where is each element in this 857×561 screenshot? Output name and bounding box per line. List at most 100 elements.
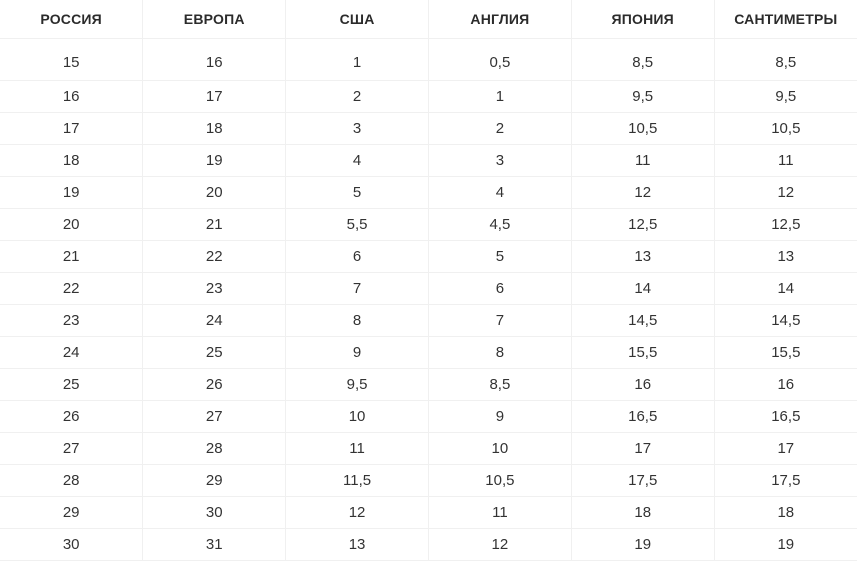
table-cell: 12,5 (714, 208, 857, 241)
table-cell: 3 (285, 112, 429, 145)
column-header-centimeters: САНТИМЕТРЫ (714, 0, 857, 39)
table-cell: 30 (0, 528, 144, 561)
table-row: 15 16 1 0,5 8,5 8,5 (0, 38, 857, 81)
table-cell: 12 (571, 176, 715, 209)
table-cell: 11 (714, 144, 857, 177)
table-cell: 25 (0, 368, 144, 401)
table-cell: 16 (142, 38, 287, 81)
table-row: 18 19 4 3 11 11 (0, 144, 857, 177)
table-cell: 26 (0, 400, 144, 433)
table-cell: 5,5 (285, 208, 429, 241)
table-cell: 18 (0, 144, 144, 177)
table-cell: 13 (714, 240, 857, 273)
table-cell: 12 (714, 176, 857, 209)
table-cell: 29 (142, 464, 287, 497)
table-cell: 6 (428, 272, 572, 305)
table-cell: 16,5 (571, 400, 715, 433)
table-row: 20 21 5,5 4,5 12,5 12,5 (0, 208, 857, 241)
table-cell: 12 (428, 528, 572, 561)
column-header-japan: ЯПОНИЯ (571, 0, 715, 39)
table-cell: 4 (285, 144, 429, 177)
table-header-row: РОССИЯ ЕВРОПА США АНГЛИЯ ЯПОНИЯ САНТИМЕТ… (0, 0, 857, 39)
table-cell: 4,5 (428, 208, 572, 241)
table-cell: 21 (142, 208, 287, 241)
table-cell: 9,5 (571, 80, 715, 113)
table-cell: 18 (571, 496, 715, 529)
table-cell: 14 (571, 272, 715, 305)
table-cell: 17,5 (571, 464, 715, 497)
table-cell: 2 (285, 80, 429, 113)
table-cell: 5 (428, 240, 572, 273)
table-cell: 15,5 (571, 336, 715, 369)
column-header-usa: США (285, 0, 429, 39)
table-cell: 8,5 (571, 38, 715, 81)
table-header: РОССИЯ ЕВРОПА США АНГЛИЯ ЯПОНИЯ САНТИМЕТ… (0, 0, 857, 39)
table-cell: 22 (0, 272, 144, 305)
table-cell: 1 (428, 80, 572, 113)
table-cell: 19 (571, 528, 715, 561)
table-row: 28 29 11,5 10,5 17,5 17,5 (0, 464, 857, 497)
table-cell: 7 (428, 304, 572, 337)
column-header-europe: ЕВРОПА (142, 0, 287, 39)
table-cell: 27 (142, 400, 287, 433)
table-cell: 18 (142, 112, 287, 145)
table-cell: 9 (285, 336, 429, 369)
table-cell: 13 (571, 240, 715, 273)
table-row: 25 26 9,5 8,5 16 16 (0, 368, 857, 401)
table-cell: 16 (714, 368, 857, 401)
table-cell: 19 (714, 528, 857, 561)
table-cell: 4 (428, 176, 572, 209)
table-row: 24 25 9 8 15,5 15,5 (0, 336, 857, 369)
table-cell: 27 (0, 432, 144, 465)
table-cell: 7 (285, 272, 429, 305)
table-cell: 24 (142, 304, 287, 337)
table-cell: 19 (142, 144, 287, 177)
table-cell: 8,5 (714, 38, 857, 81)
table-cell: 26 (142, 368, 287, 401)
table-cell: 23 (0, 304, 144, 337)
table-cell: 28 (0, 464, 144, 497)
table-cell: 18 (714, 496, 857, 529)
table-cell: 16 (0, 80, 144, 113)
table-cell: 11 (428, 496, 572, 529)
table-cell: 6 (285, 240, 429, 273)
table-cell: 16,5 (714, 400, 857, 433)
table-cell: 20 (0, 208, 144, 241)
table-cell: 31 (142, 528, 287, 561)
table-cell: 30 (142, 496, 287, 529)
table-cell: 10 (428, 432, 572, 465)
table-cell: 25 (142, 336, 287, 369)
table-cell: 19 (0, 176, 144, 209)
table-cell: 14,5 (571, 304, 715, 337)
table-row: 30 31 13 12 19 19 (0, 528, 857, 561)
table-cell: 12,5 (571, 208, 715, 241)
table-cell: 8 (428, 336, 572, 369)
table-cell: 0,5 (428, 38, 572, 81)
table-row: 26 27 10 9 16,5 16,5 (0, 400, 857, 433)
table-cell: 15,5 (714, 336, 857, 369)
table-row: 22 23 7 6 14 14 (0, 272, 857, 305)
table-cell: 11 (285, 432, 429, 465)
table-cell: 10 (285, 400, 429, 433)
table-cell: 21 (0, 240, 144, 273)
table-cell: 10,5 (428, 464, 572, 497)
table-cell: 1 (285, 38, 429, 81)
column-header-england: АНГЛИЯ (428, 0, 572, 39)
table-row: 19 20 5 4 12 12 (0, 176, 857, 209)
table-row: 27 28 11 10 17 17 (0, 432, 857, 465)
table-cell: 23 (142, 272, 287, 305)
table-cell: 8,5 (428, 368, 572, 401)
table-cell: 3 (428, 144, 572, 177)
table-cell: 8 (285, 304, 429, 337)
table-cell: 22 (142, 240, 287, 273)
table-row: 29 30 12 11 18 18 (0, 496, 857, 529)
table-cell: 9,5 (714, 80, 857, 113)
table-cell: 10,5 (571, 112, 715, 145)
table-row: 23 24 8 7 14,5 14,5 (0, 304, 857, 337)
table-row: 21 22 6 5 13 13 (0, 240, 857, 273)
table-cell: 17,5 (714, 464, 857, 497)
table-cell: 17 (571, 432, 715, 465)
table-body: 15 16 1 0,5 8,5 8,5 16 17 2 1 9,5 9,5 17 18 3 2 10,5 10,5… (0, 38, 857, 561)
table-row: 16 17 2 1 9,5 9,5 (0, 80, 857, 113)
